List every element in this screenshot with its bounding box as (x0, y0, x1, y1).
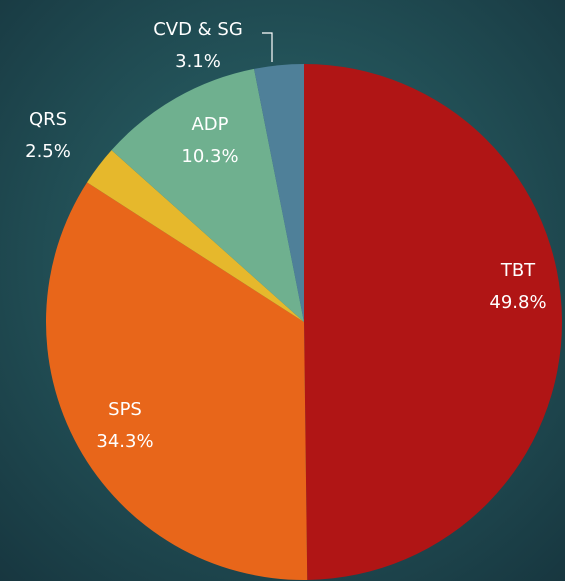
value-label: 49.8% (489, 292, 546, 313)
leader-line (262, 32, 273, 62)
slice-label: QRS (29, 109, 67, 130)
slice-label: CVD & SG (153, 19, 243, 40)
slice-label: TBT (500, 260, 536, 281)
value-label: 2.5% (25, 141, 71, 162)
pie-slice (304, 64, 562, 580)
value-label: 3.1% (175, 51, 221, 72)
pie-slice (254, 64, 304, 322)
value-label: 34.3% (96, 431, 153, 452)
pie-slice (87, 150, 304, 322)
value-label: 10.3% (181, 146, 238, 167)
labels: TBT 49.8% SPS 34.3% QRS 2.5% ADP 10.3% CVD & SG 3… (25, 19, 546, 452)
pie (46, 64, 562, 580)
pie-slice (46, 182, 308, 580)
pie-slice (111, 68, 305, 322)
slice-label: ADP (191, 114, 228, 135)
slice-label: SPS (108, 399, 142, 420)
